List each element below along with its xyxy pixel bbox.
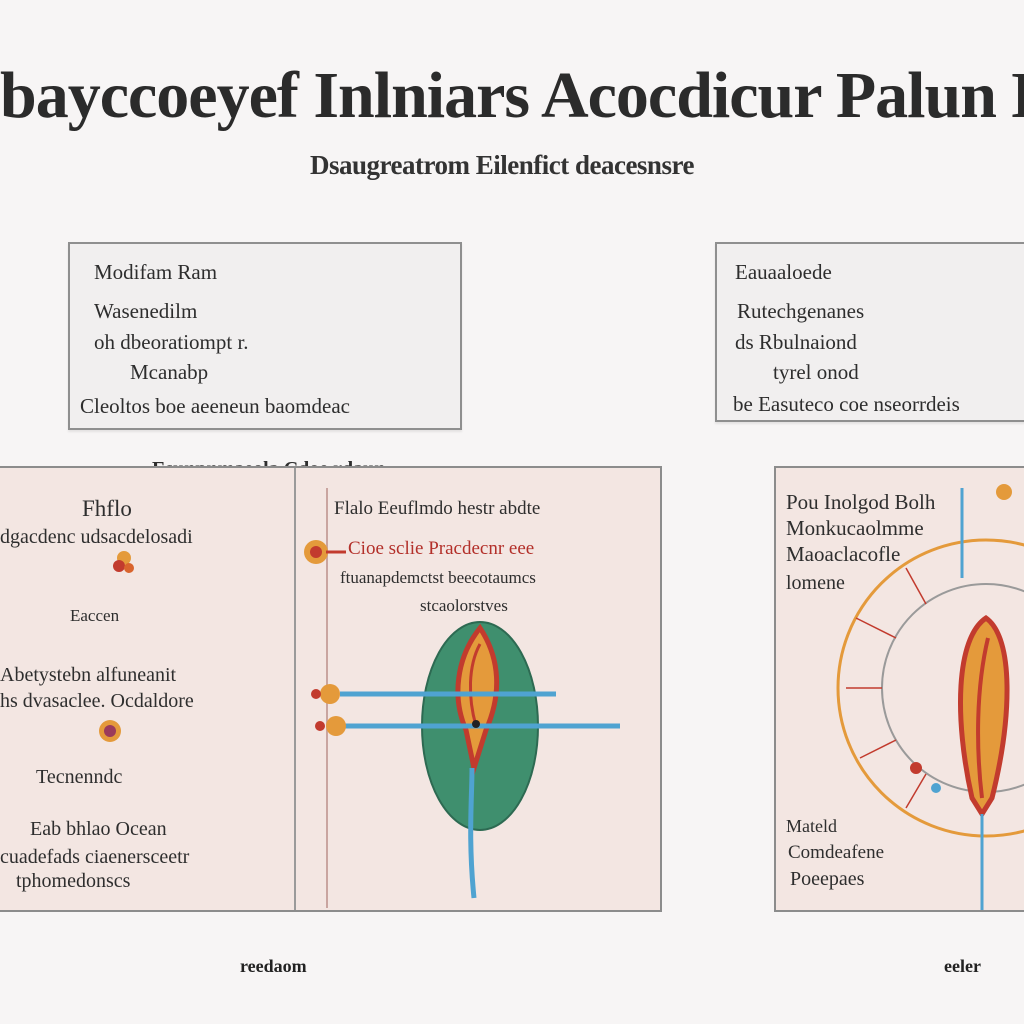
- panel-label: Fhflo: [82, 496, 132, 521]
- diagram-caption: stcaolorstves: [420, 596, 508, 615]
- card-line: tyrel onod: [773, 360, 859, 384]
- panel-label: Monkucaolmme: [786, 516, 924, 540]
- card-line: ds Rbulnaiond: [735, 330, 857, 354]
- radial-diagram: [836, 484, 1024, 910]
- card-line: Mcanabp: [130, 360, 209, 384]
- card-line: Eauaaloede: [735, 260, 832, 284]
- card-line: Cleoltos boe aeeneun baomdeac: [80, 394, 350, 418]
- footer-label-left: reedaom: [240, 956, 307, 976]
- diagram-panel-left: Fhflo dgacdenc udsacdelosadi Eaccen Abet…: [0, 466, 662, 912]
- panel-label: Tecnenndc: [36, 766, 123, 788]
- panel-label: dgacdenc udsacdelosadi: [0, 526, 193, 548]
- panel-label: hs dvasaclee. Ocdaldore: [0, 690, 194, 712]
- diagram-panel-right: Pou Inolgod Bolh Monkucaolmme Maoaclacof…: [774, 466, 1024, 912]
- panel-label: Poeepaes: [790, 868, 865, 890]
- card-line: Wasenedilm: [94, 299, 198, 323]
- anatomy-diagram: [304, 540, 620, 899]
- panel-label: cuadefads ciaenersceetr: [0, 846, 190, 868]
- panel-label: Mateld: [786, 816, 837, 836]
- panel-label: lomene: [786, 572, 845, 594]
- diagram-caption: ftuanapdemctst beecotaumcs: [340, 568, 536, 587]
- diagram-caption: Cioe sclie Pracdecnr eee: [348, 538, 535, 559]
- diagram-caption: Flalo Eeuflmdo hestr abdte: [334, 498, 541, 519]
- card-line: oh dbeoratiompt r.: [94, 330, 249, 354]
- panel-label: Eab bhlao Ocean: [30, 818, 167, 840]
- card-line: be Easuteco coe nseorrdeis: [733, 392, 960, 416]
- flower-icon: [113, 551, 134, 573]
- panel-label: tphomedonscs: [16, 870, 131, 892]
- panel-label: Pou Inolgod Bolh: [786, 490, 936, 514]
- info-card-left: Modifam Ram Wasenedilm oh dbeoratiompt r…: [68, 242, 462, 430]
- panel-label: Comdeafene: [788, 842, 885, 863]
- panel-label: Eaccen: [70, 606, 120, 625]
- panel-label: Abetystebn alfuneanit: [0, 664, 177, 686]
- column-divider: [294, 468, 296, 910]
- flower-icon: [99, 720, 121, 742]
- footer-label-right: eeler: [944, 956, 981, 976]
- panel-label: Maoaclacofle: [786, 542, 901, 566]
- card-line: Modifam Ram: [94, 260, 218, 284]
- page-title: bayccoeyef Inlniars Acocdicur Palun Bege…: [0, 59, 1024, 132]
- card-line: Rutechgenanes: [737, 299, 865, 323]
- page-subtitle: Dsaugreatrom Eilenfict deacesnsre: [310, 150, 694, 180]
- info-card-right: Eauaaloede Rutechgenanes ds Rbulnaiond t…: [715, 242, 1024, 422]
